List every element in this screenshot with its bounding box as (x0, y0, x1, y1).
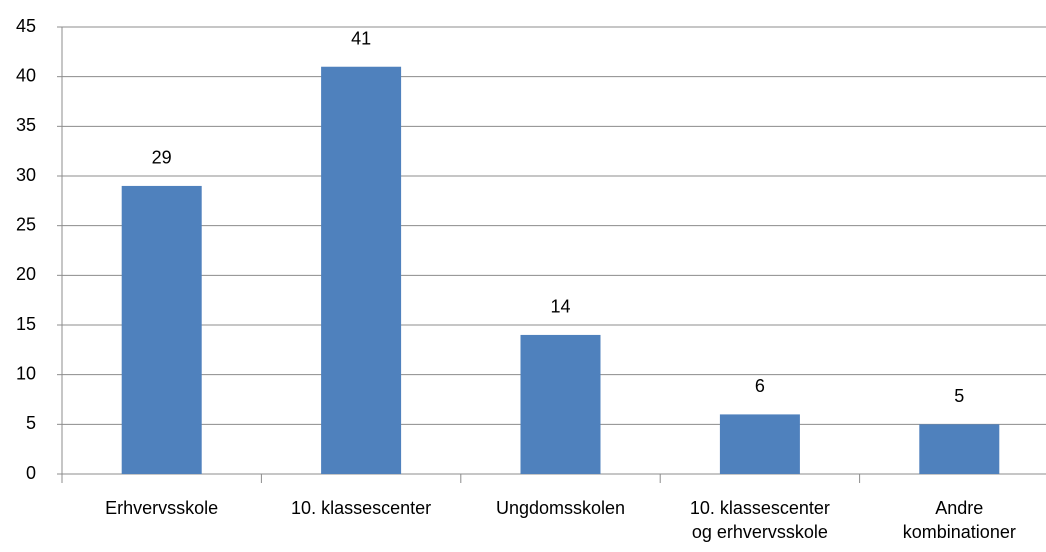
y-tick-label: 25 (16, 214, 36, 234)
y-tick-label: 0 (26, 463, 36, 483)
data-label: 29 (152, 148, 172, 168)
x-tick-label: Ungdomsskolen (495, 498, 626, 518)
y-tick-label: 5 (26, 413, 36, 433)
bar (321, 66, 402, 474)
y-tick-label: 40 (16, 65, 36, 85)
x-tick-label: 10. klassescenter og erhvervsskole (689, 498, 830, 542)
bar (121, 185, 202, 474)
bar (919, 424, 1000, 474)
x-tick-label: Andre kombinationer (902, 498, 1016, 542)
data-label: 5 (954, 386, 964, 406)
data-label: 41 (351, 28, 371, 48)
y-tick-label: 20 (16, 264, 36, 284)
y-tick-label: 35 (16, 115, 36, 135)
y-tick-label: 45 (16, 16, 36, 36)
y-tick-label: 30 (16, 165, 36, 185)
data-label: 14 (550, 297, 570, 317)
bar (719, 414, 800, 474)
y-tick-label: 10 (16, 363, 36, 383)
y-tick-label: 15 (16, 314, 36, 334)
bar (520, 334, 601, 474)
data-label: 6 (755, 376, 765, 396)
x-tick-label: 10. klassescenter (291, 498, 432, 518)
x-tick-label: Erhvervsskole (105, 498, 219, 518)
